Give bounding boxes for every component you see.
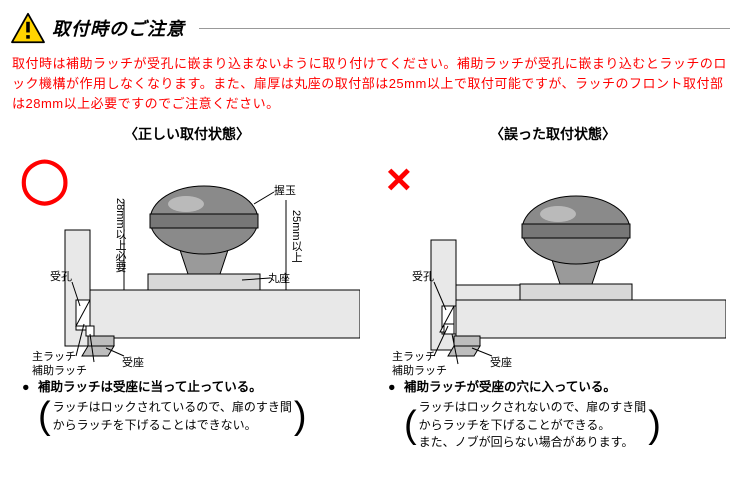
diagram-wrong: × 受孔 主ラッチ 補助ラッチ 受座	[376, 150, 726, 370]
bullets-correct: 補助ラッチは受座に当って止っている。 ( ラッチはロックされているので、扉のすき…	[10, 370, 364, 434]
paren-wrong-line1: ラッチはロックされないので、扉のすき間	[419, 400, 647, 414]
label-dim25: 25mm以上	[288, 210, 304, 263]
label-aux-latch: 補助ラッチ	[32, 362, 87, 378]
label-strike: 受座	[122, 354, 144, 370]
paren-correct-line2: からラッチを下げることはできない。	[53, 418, 257, 432]
warning-text: 取付時は補助ラッチが受孔に嵌まり込まないように取り付けてください。補助ラッチが受…	[0, 52, 740, 124]
panel-correct: 〈正しい取付状態〉	[10, 124, 364, 451]
bullet-correct-main: 補助ラッチは受座に当って止っている。	[38, 378, 356, 397]
paren-left: (	[38, 399, 51, 433]
paren-right-w: )	[648, 408, 661, 442]
paren-correct-line1: ラッチはロックされているので、扉のすき間	[53, 400, 292, 414]
label-rosette: 丸座	[268, 270, 290, 286]
panel-wrong-title: 〈誤った取付状態〉	[376, 124, 730, 144]
bullet-correct-paren: ( ラッチはロックされているので、扉のすき間 からラッチを下げることはできない。…	[38, 399, 356, 434]
paren-wrong-line3: また、ノブが回らない場合があります。	[419, 435, 634, 449]
bullet-wrong-main: 補助ラッチが受座の穴に入っている。	[404, 378, 722, 397]
paren-right: )	[294, 399, 307, 433]
bullets-wrong: 補助ラッチが受座の穴に入っている。 ( ラッチはロックされないので、扉のすき間 …	[376, 370, 730, 451]
label-hole-w: 受孔	[412, 268, 434, 284]
header-title: 取付時のご注意	[52, 15, 185, 41]
mark-wrong: ×	[386, 158, 412, 202]
panel-correct-title: 〈正しい取付状態〉	[10, 124, 364, 144]
panel-wrong: 〈誤った取付状態〉	[376, 124, 730, 451]
bullet-wrong-paren: ( ラッチはロックされないので、扉のすき間 からラッチを下げることができる。 ま…	[404, 399, 722, 451]
label-dim28: 28mm以上必要	[112, 198, 128, 273]
paren-left-w: (	[404, 408, 417, 442]
header: 取付時のご注意	[0, 0, 740, 52]
diagram-correct: ◯ 握玉 丸座 28mm以上必要 25mm以上 受孔 主ラッチ 補助ラッチ 受座	[10, 150, 360, 370]
header-rule	[199, 28, 730, 29]
label-strike-w: 受座	[490, 354, 512, 370]
panels: 〈正しい取付状態〉	[0, 124, 740, 451]
paren-wrong-line2: からラッチを下げることができる。	[419, 418, 611, 432]
warning-icon	[10, 12, 46, 44]
label-knob: 握玉	[274, 182, 296, 198]
label-hole: 受孔	[50, 268, 72, 284]
label-aux-latch-w: 補助ラッチ	[392, 362, 447, 378]
mark-correct: ◯	[20, 158, 69, 202]
